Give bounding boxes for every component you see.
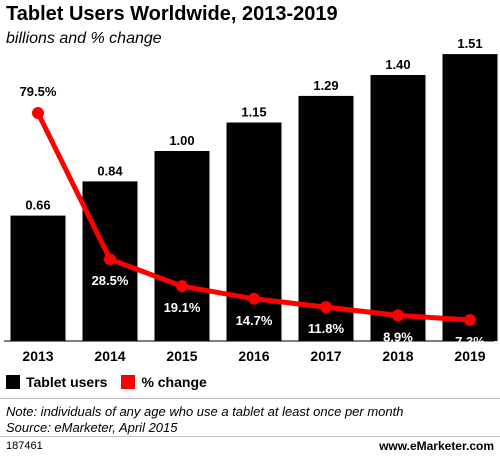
point-label-2013: 79.5%	[20, 84, 57, 99]
note-text: Note: individuals of any age who use a t…	[6, 404, 404, 419]
bar-label-2016: 1.15	[241, 105, 266, 120]
point-2014	[104, 253, 116, 266]
x-tick-label-2019: 2019	[454, 348, 485, 364]
footer-site: www.eMarketer.com	[379, 439, 494, 453]
bar-2017	[298, 95, 354, 342]
bar-label-2018: 1.40	[385, 57, 410, 72]
x-tick-label-2017: 2017	[310, 348, 341, 364]
point-label-2017: 11.8%	[308, 321, 345, 336]
legend-swatch-tablet-users	[6, 375, 20, 389]
bar-2019	[442, 54, 498, 341]
point-label-2019: 7.3%	[455, 334, 485, 349]
point-2018	[392, 309, 404, 322]
legend-item-tablet-users: Tablet users	[6, 374, 107, 390]
divider-line	[0, 398, 500, 399]
legend-label-tablet-users: Tablet users	[26, 374, 108, 390]
point-label-2014: 28.5%	[92, 273, 129, 288]
x-tick-label-2018: 2018	[382, 348, 413, 364]
bar-2013	[10, 215, 66, 341]
point-2013	[32, 107, 44, 119]
chart-legend: Tablet users % change	[6, 372, 221, 392]
x-tick-label-2015: 2015	[166, 348, 197, 364]
bar-label-2015: 1.00	[169, 133, 194, 148]
x-tick-label-2016: 2016	[238, 348, 269, 364]
footer-chart-id: 187461	[6, 440, 43, 452]
chart-title: Tablet Users Worldwide, 2013-2019	[6, 3, 338, 25]
point-label-2015: 19.1%	[164, 300, 201, 315]
bar-label-2017: 1.29	[313, 78, 338, 93]
legend-label-percent-change: % change	[141, 374, 207, 390]
point-2015	[176, 280, 188, 293]
bar-label-2013: 0.66	[25, 198, 50, 213]
legend-swatch-percent-change	[121, 375, 136, 389]
bar-2015	[154, 151, 210, 341]
bar-label-2014: 0.84	[97, 163, 123, 178]
point-label-2016: 14.7%	[236, 313, 273, 328]
bar-2016	[226, 122, 282, 341]
x-tick-label-2013: 2013	[22, 348, 53, 364]
chart-subtitle: billions and % change	[6, 30, 162, 47]
chart-canvas: 0.66 0.84 1.00 1.15 1.29 1.40 1.51 2013 2014 2015…	[4, 36, 498, 364]
footer-divider	[0, 436, 500, 437]
point-label-2018: 8.9%	[383, 329, 413, 344]
legend-item-percent-change: % change	[121, 374, 207, 390]
point-2016	[248, 292, 260, 305]
source-text: Source: eMarketer, April 2015	[6, 420, 178, 435]
point-2017	[320, 301, 332, 314]
bar-label-2019: 1.51	[457, 36, 482, 51]
chart-note: Note: individuals of any age who use a t…	[6, 404, 403, 436]
bar-2018	[370, 75, 426, 341]
x-tick-label-2014: 2014	[94, 348, 125, 364]
point-2019	[464, 314, 476, 326]
